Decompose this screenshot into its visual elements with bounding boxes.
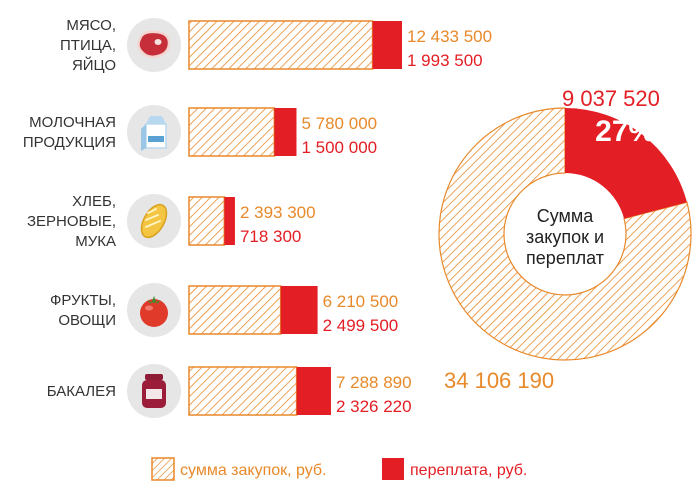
value-label-purchase-0: 12 433 500 bbox=[407, 27, 492, 46]
category-label-3: ФРУКТЫ, ОВОЩИ bbox=[50, 292, 116, 329]
value-label-overpay-0: 1 993 500 bbox=[407, 51, 483, 70]
donut-slice-purchase bbox=[438, 107, 692, 361]
bar-purchase-3 bbox=[188, 285, 282, 335]
value-label-purchase-2: 2 393 300 bbox=[240, 203, 316, 222]
bar-purchase-2 bbox=[188, 196, 226, 246]
tomato-icon bbox=[127, 283, 181, 337]
milk-carton-icon bbox=[127, 105, 181, 159]
category-label-0: МЯСО, ПТИЦА, ЯЙЦО bbox=[60, 17, 116, 74]
value-label-overpay-2: 718 300 bbox=[240, 227, 301, 246]
bar-purchase-1 bbox=[188, 107, 276, 157]
donut-label-purchase: 34 106 190 bbox=[444, 368, 554, 393]
legend-label-purchase: сумма закупок, руб. bbox=[180, 462, 327, 479]
category-label-4: БАКАЛЕЯ bbox=[47, 383, 116, 400]
donut-slice-overpay bbox=[565, 108, 687, 219]
value-label-purchase-4: 7 288 890 bbox=[336, 373, 412, 392]
value-label-purchase-3: 6 210 500 bbox=[323, 292, 399, 311]
bar-overpay-3 bbox=[280, 286, 318, 334]
donut-center-label: Сумма закупок и переплат bbox=[526, 206, 604, 268]
bread-icon bbox=[127, 194, 181, 248]
category-label-1: МОЛОЧНАЯ ПРОДУКЦИЯ bbox=[23, 114, 116, 151]
donut-percent-label: 27% bbox=[595, 115, 655, 148]
value-label-purchase-1: 5 780 000 bbox=[301, 114, 377, 133]
category-icons bbox=[127, 18, 181, 418]
legend-swatch-overpay bbox=[382, 458, 404, 480]
value-label-overpay-4: 2 326 220 bbox=[336, 397, 412, 416]
jar-icon bbox=[127, 364, 181, 418]
category-label-2: ХЛЕБ, ЗЕРНОВЫЕ, МУКА bbox=[27, 193, 116, 250]
bar-overpay-4 bbox=[296, 367, 331, 415]
stacked-bar-chart: 12 433 500 1 993 500 МЯСО, ПТИЦА, ЯЙЦО 5 780 … bbox=[23, 17, 492, 416]
legend-swatch-purchase bbox=[151, 457, 175, 481]
bar-overpay-2 bbox=[224, 197, 235, 245]
value-label-overpay-1: 1 500 000 bbox=[301, 138, 377, 157]
value-label-overpay-3: 2 499 500 bbox=[323, 316, 399, 335]
meat-icon bbox=[127, 18, 181, 72]
donut-chart: 34 106 190 9 037 520 27% Сумма закупок и пере… bbox=[438, 86, 692, 393]
bar-purchase-0 bbox=[188, 20, 374, 70]
legend-label-overpay: переплата, руб. bbox=[410, 462, 527, 479]
donut-label-overpay: 9 037 520 bbox=[562, 86, 660, 111]
bar-overpay-1 bbox=[274, 108, 297, 156]
bar-purchase-4 bbox=[188, 366, 298, 416]
legend: сумма закупок, руб. переплата, руб. bbox=[151, 457, 527, 481]
bar-overpay-0 bbox=[372, 21, 402, 69]
